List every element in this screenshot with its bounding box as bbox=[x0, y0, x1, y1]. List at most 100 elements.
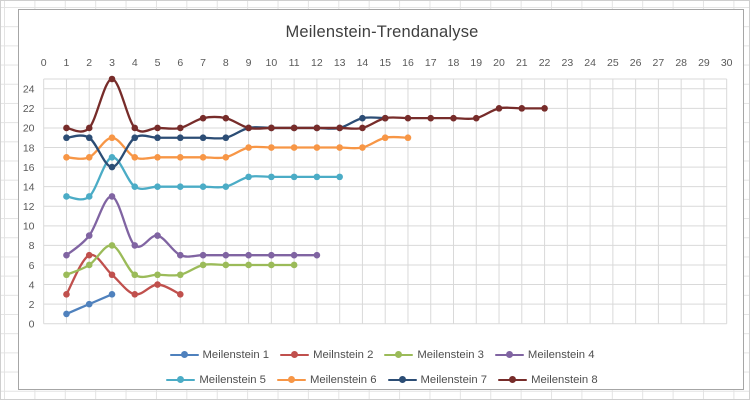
chart-title: Meilenstein-Trendanalyse bbox=[285, 23, 479, 41]
chart-object[interactable]: 0 1 2 3 4 5 6 7 8 9 10 11 12 13 14 15 16 17 18 19 20 21 22 23 24… bbox=[18, 9, 744, 390]
data-point bbox=[222, 261, 230, 269]
data-point bbox=[427, 114, 435, 122]
series-5 bbox=[63, 154, 343, 201]
legend-line-marker-icon bbox=[498, 376, 528, 385]
data-point bbox=[313, 251, 321, 259]
legend-label: Meilenstein 4 bbox=[527, 349, 595, 361]
series-1 bbox=[63, 291, 116, 318]
data-point bbox=[85, 232, 93, 239]
legend-line-marker-icon bbox=[169, 351, 199, 360]
data-point bbox=[199, 183, 207, 190]
data-point bbox=[108, 291, 116, 298]
data-point bbox=[381, 134, 389, 142]
y-tick-label: 12 bbox=[23, 201, 35, 213]
data-point bbox=[63, 310, 70, 318]
data-point bbox=[154, 281, 161, 288]
data-point bbox=[313, 144, 321, 151]
data-point bbox=[177, 154, 184, 161]
data-point bbox=[290, 173, 298, 181]
legend-label: Meilnstein 2 bbox=[313, 349, 374, 361]
legend-line-marker-icon bbox=[387, 376, 417, 385]
legend-label: Meilenstein 8 bbox=[531, 374, 598, 386]
data-point bbox=[336, 144, 343, 151]
series-2 bbox=[63, 251, 184, 298]
data-point bbox=[450, 114, 457, 122]
y-tick-label: 22 bbox=[23, 103, 35, 115]
data-point bbox=[177, 124, 184, 132]
data-point bbox=[245, 251, 252, 259]
data-point bbox=[85, 134, 93, 142]
y-tick-label: 0 bbox=[29, 319, 35, 331]
data-point bbox=[404, 134, 412, 142]
legend-line-marker-icon bbox=[384, 351, 414, 360]
x-tick-label: 28 bbox=[675, 57, 687, 69]
x-tick-label: 24 bbox=[584, 57, 596, 69]
x-tick-label: 18 bbox=[448, 57, 460, 69]
x-tick-label: 5 bbox=[155, 57, 161, 69]
series-line bbox=[65, 135, 410, 160]
legend-entry-5[interactable]: Meilenstein 5 bbox=[166, 371, 266, 389]
legend-entry-7[interactable]: Meilenstein 7 bbox=[387, 371, 487, 389]
data-point bbox=[222, 134, 230, 142]
data-point bbox=[63, 154, 70, 161]
x-tick-label: 25 bbox=[607, 57, 619, 69]
data-point bbox=[131, 183, 139, 190]
y-tick-label: 18 bbox=[23, 142, 35, 154]
legend-entry-8[interactable]: Meilenstein 8 bbox=[498, 371, 598, 389]
legend-entry-2[interactable]: Meilnstein 2 bbox=[280, 346, 373, 364]
data-point bbox=[472, 114, 480, 122]
data-point bbox=[154, 232, 161, 239]
y-tick-label: 16 bbox=[23, 162, 35, 174]
data-point bbox=[245, 144, 252, 151]
x-tick-label: 15 bbox=[379, 57, 391, 69]
data-point bbox=[268, 144, 275, 151]
legend-line-marker-icon bbox=[494, 351, 524, 360]
legend-label: Meilenstein 1 bbox=[202, 349, 270, 361]
legend-line-marker-icon bbox=[276, 376, 306, 385]
legend-entry-3[interactable]: Meilenstein 3 bbox=[384, 346, 484, 364]
data-point bbox=[108, 271, 116, 279]
x-tick-label: 22 bbox=[539, 57, 551, 69]
data-point bbox=[108, 242, 116, 249]
x-tick-label: 7 bbox=[200, 57, 206, 69]
data-point bbox=[177, 183, 184, 190]
legend-entry-4[interactable]: Meilenstein 4 bbox=[494, 346, 595, 364]
x-tick-label: 21 bbox=[516, 57, 528, 69]
data-point bbox=[108, 154, 116, 161]
data-point bbox=[359, 144, 366, 151]
legend-entry-6[interactable]: Meilenstein 6 bbox=[276, 371, 377, 389]
data-point bbox=[177, 251, 184, 259]
data-point bbox=[199, 154, 207, 161]
legend-entry-1[interactable]: Meilenstein 1 bbox=[169, 346, 270, 364]
legend-row-2: Meilenstein 5 Meilenstein 6 Meilenstein 7 M… bbox=[19, 371, 745, 389]
legend-label: Meilenstein 6 bbox=[309, 374, 377, 386]
series-line bbox=[65, 77, 546, 133]
data-point bbox=[85, 251, 93, 259]
data-point bbox=[245, 173, 252, 181]
data-point bbox=[245, 124, 252, 132]
data-point bbox=[108, 75, 116, 83]
data-point bbox=[177, 271, 184, 279]
data-point bbox=[63, 134, 70, 142]
data-point bbox=[518, 105, 526, 112]
x-tick-label: 8 bbox=[223, 57, 229, 69]
x-tick-label: 6 bbox=[177, 57, 183, 69]
x-tick-label: 16 bbox=[402, 57, 414, 69]
data-point bbox=[199, 134, 207, 142]
y-tick-label: 4 bbox=[29, 279, 35, 291]
x-tick-label: 11 bbox=[289, 57, 300, 69]
series-3 bbox=[63, 242, 298, 279]
data-point bbox=[268, 173, 275, 181]
x-tick-label: 26 bbox=[630, 57, 642, 69]
x-tick-label: 30 bbox=[721, 57, 733, 69]
data-point bbox=[131, 124, 139, 132]
data-point bbox=[108, 134, 116, 142]
data-point bbox=[154, 124, 161, 132]
data-point bbox=[290, 251, 298, 259]
x-tick-label: 14 bbox=[357, 57, 369, 69]
data-point bbox=[108, 193, 116, 200]
data-point bbox=[85, 154, 93, 161]
data-point bbox=[495, 105, 503, 112]
y-tick-label: 10 bbox=[23, 221, 35, 233]
y-tick-label: 6 bbox=[29, 260, 35, 272]
